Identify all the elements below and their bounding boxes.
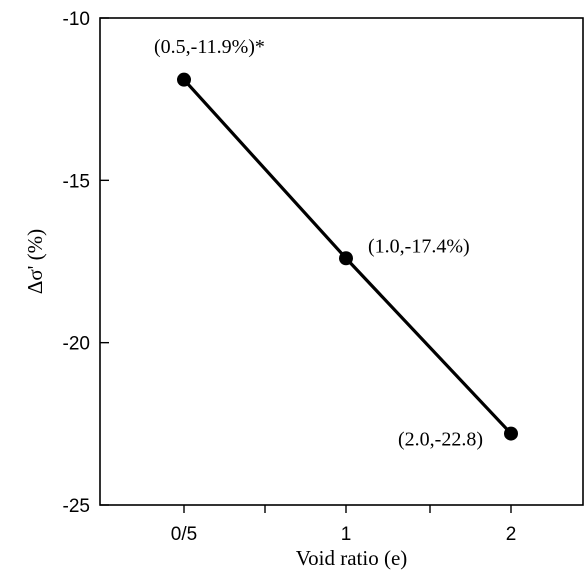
data-point: [339, 251, 353, 266]
y-axis: -10 -15 -20 -25: [63, 9, 109, 517]
x-tick-label: 1: [341, 524, 352, 545]
data-label: (0.5,-11.9%)*: [154, 36, 265, 58]
y-tick-label: -20: [63, 334, 90, 355]
y-tick-label: -10: [63, 9, 90, 30]
data-label: (2.0,-22.8): [398, 429, 483, 451]
series-layer: [177, 72, 518, 441]
data-label: (1.0,-17.4%): [368, 235, 470, 257]
x-axis-title: Void ratio (e): [296, 546, 408, 570]
plot-frame: [99, 17, 584, 506]
data-point: [177, 72, 191, 87]
x-tick-label: 0/5: [171, 524, 197, 545]
x-tick-label: 2: [506, 524, 517, 545]
y-tick-label: -25: [63, 496, 90, 517]
x-axis: 0/5 1 2: [171, 505, 517, 545]
y-tick-label: -15: [63, 171, 90, 192]
data-point: [504, 426, 518, 441]
data-labels: (0.5,-11.9%)* (1.0,-17.4%) (2.0,-22.8): [154, 36, 483, 451]
y-axis-title: Δσ' (%): [23, 229, 47, 294]
plot-area: [99, 17, 584, 506]
